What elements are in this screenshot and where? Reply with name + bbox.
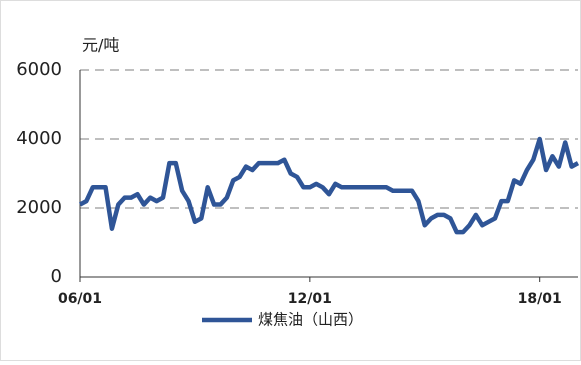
legend-label: 煤焦油（山西） bbox=[258, 311, 363, 329]
y-tick-label: 0 bbox=[51, 266, 62, 287]
y-axis-label: 元/吨 bbox=[82, 36, 119, 55]
y-tick-label: 2000 bbox=[16, 197, 62, 218]
y-tick-label: 6000 bbox=[16, 59, 62, 80]
x-tick-label: 06/01 bbox=[58, 291, 102, 307]
y-tick-label: 4000 bbox=[16, 128, 62, 149]
x-tick-label: 12/01 bbox=[288, 291, 332, 307]
line-series bbox=[78, 136, 580, 235]
x-tick-label: 18/01 bbox=[518, 291, 562, 307]
